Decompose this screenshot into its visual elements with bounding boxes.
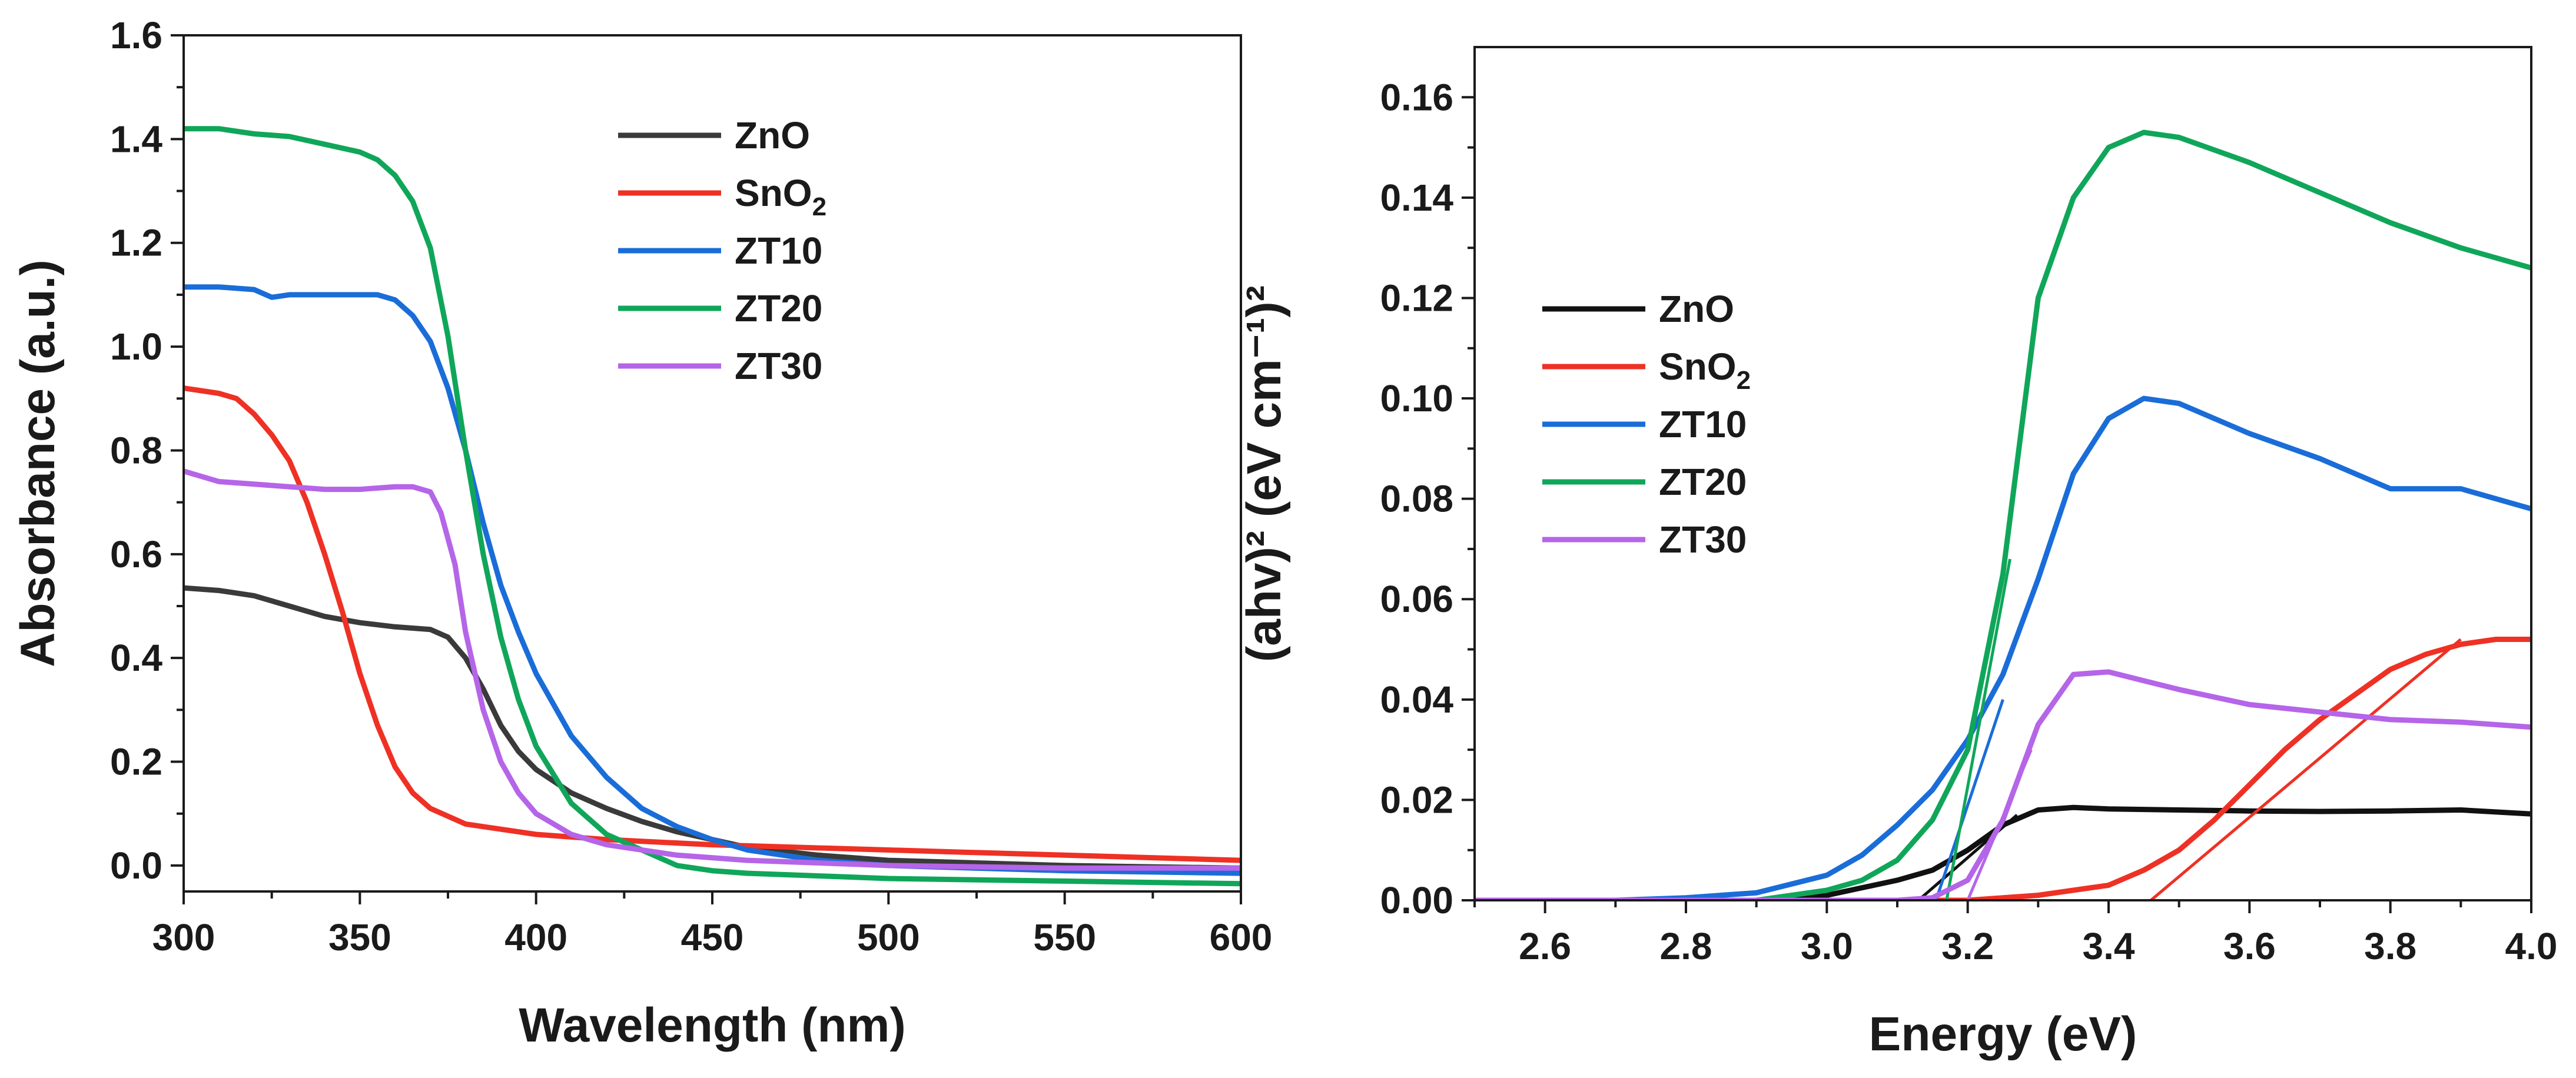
series-line-zt20 [1475, 129, 2531, 900]
y-axis-title: (ahv)² (eV cm⁻¹)² [1237, 285, 1291, 662]
y-tick-label: 0.6 [110, 533, 162, 575]
series-line-zno [1475, 804, 2531, 900]
y-tick-label: 1.6 [110, 14, 162, 56]
legend-label-zt10: ZT10 [735, 229, 822, 272]
x-tick-label: 3.0 [1801, 925, 1853, 967]
x-tick-label: 2.6 [1519, 925, 1571, 967]
x-tick-label: 300 [152, 916, 215, 959]
y-tick-label: 0.4 [110, 637, 162, 679]
y-tick-label: 0.2 [110, 741, 162, 783]
legend-label-sno2: SnO2 [1659, 345, 1751, 395]
x-tick-label: 550 [1033, 916, 1096, 959]
y-tick-label: 0.14 [1380, 177, 1453, 219]
legend-label-sno2: SnO2 [735, 172, 826, 221]
series-line-zt20 [184, 126, 1241, 887]
x-tick-label: 4.0 [2505, 925, 2558, 967]
legend-label-zt30: ZT30 [1659, 518, 1747, 561]
series-line-zt10 [184, 284, 1241, 876]
series-line-zt10 [1475, 395, 2531, 900]
x-axis-title: Wavelength (nm) [519, 999, 906, 1052]
y-tick-label: 0.06 [1380, 578, 1453, 620]
fit-line-zt20 [1945, 558, 2011, 900]
x-tick-label: 400 [504, 916, 567, 959]
plot-area [1475, 129, 2531, 900]
y-tick-label: 0.02 [1380, 778, 1453, 821]
y-tick-label: 0.08 [1380, 478, 1453, 520]
x-tick-label: 450 [681, 916, 744, 959]
chart-tauc: 2.6 2.8 3.0 3.2 3.4 3.6 3.8 4.0 0.00 0.02 0.04 0.06… [1237, 46, 2558, 1061]
y-tick-label: 0.0 [110, 844, 162, 887]
x-tick-label: 3.4 [2083, 925, 2135, 967]
y-tick-label: 1.0 [110, 325, 162, 368]
y-tick-label: 0.16 [1380, 76, 1453, 118]
x-tick-label: 3.6 [2223, 925, 2276, 967]
legend: ZnO SnO2 ZT10 ZT20 ZT30 [618, 114, 826, 387]
x-tick-label: 3.8 [2364, 925, 2416, 967]
legend-label-zt30: ZT30 [735, 345, 822, 387]
series-line-zt30 [184, 468, 1241, 871]
legend-label-zt20: ZT20 [1659, 461, 1747, 503]
y-tick-label: 1.2 [110, 222, 162, 264]
legend-label-zt20: ZT20 [735, 287, 822, 330]
legend-label-zt10: ZT10 [1659, 403, 1747, 445]
x-tick-label: 600 [1210, 916, 1273, 959]
y-tick-label: 0.00 [1380, 879, 1453, 921]
plot-frame [1473, 46, 2532, 901]
y-tick-label: 0.10 [1380, 377, 1453, 420]
y-axis-title: Absorbance (a.u.) [11, 259, 65, 667]
y-tick-label: 0.12 [1380, 277, 1453, 319]
legend: ZnO SnO2 ZT10 ZT20 ZT30 [1542, 288, 1751, 561]
x-tick-label: 500 [857, 916, 920, 959]
legend-label-zno: ZnO [735, 114, 810, 157]
fit-line-zt10 [1934, 699, 2004, 900]
y-tick-label: 0.04 [1380, 678, 1453, 721]
legend-label-zno: ZnO [1659, 288, 1734, 330]
chart-absorbance: 300 350 400 450 500 550 600 0.0 0.2 0.4 0.6 0.8 1.0 1… [11, 14, 1272, 1052]
series-line-zt30 [1475, 669, 2531, 900]
plot-area [184, 126, 1241, 887]
series-line-sno2 [1475, 637, 2531, 900]
x-tick-label: 350 [328, 916, 391, 959]
x-tick-label: 2.8 [1660, 925, 1712, 967]
fit-line-sno2 [2150, 638, 2462, 900]
y-tick-label: 0.8 [110, 429, 162, 471]
x-axis-title: Energy (eV) [1869, 1007, 2137, 1061]
y-tick-label: 1.4 [110, 118, 162, 160]
x-tick-label: 3.2 [1941, 925, 1994, 967]
